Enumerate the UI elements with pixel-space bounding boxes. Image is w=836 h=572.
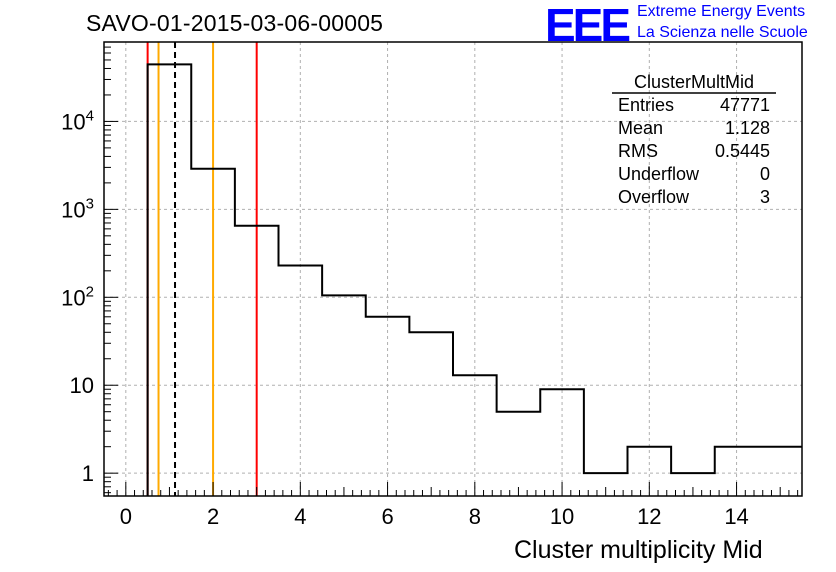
histogram-bin (366, 316, 410, 318)
y-tick-label: 10 (70, 373, 94, 398)
logo-subtitle-2: La Scienza nelle Scuole (637, 24, 808, 41)
histogram-bin (497, 411, 541, 413)
logo-subtitle-1: Extreme Energy Events (637, 3, 806, 20)
x-tick-label: 4 (294, 504, 306, 529)
stats-row-label: RMS (618, 141, 658, 161)
stats-row-label: Mean (618, 118, 663, 138)
y-tick-label: 103 (61, 195, 94, 222)
histogram-bin (628, 446, 672, 448)
histogram-bin (409, 331, 453, 333)
x-tick-label: 12 (637, 504, 661, 529)
x-tick-label: 2 (207, 504, 219, 529)
histogram-bin (148, 63, 192, 65)
stats-row-value: 3 (760, 187, 770, 207)
stats-row-value: 1.128 (725, 118, 770, 138)
x-tick-label: 6 (381, 504, 393, 529)
stats-row-label: Entries (618, 95, 674, 115)
x-tick-label: 8 (469, 504, 481, 529)
x-axis-label: Cluster multiplicity Mid (514, 536, 763, 564)
plot-frame (103, 41, 803, 497)
stats-row-value: 47771 (720, 95, 770, 115)
histogram-bin (584, 472, 628, 474)
histogram-bin (191, 168, 235, 170)
stats-row-value: 0.5445 (715, 141, 770, 161)
histogram-bin (453, 374, 497, 376)
x-tick-label: 14 (724, 504, 748, 529)
y-tick-label: 1 (82, 461, 94, 486)
histogram-bin (715, 446, 802, 448)
x-tick-label: 0 (120, 504, 132, 529)
y-tick-label: 104 (61, 107, 94, 134)
histogram-bin (671, 472, 715, 474)
y-tick-label: 102 (61, 283, 94, 310)
histogram-bin (279, 264, 323, 266)
histogram-bin (322, 294, 366, 296)
plot-area (104, 42, 802, 496)
stats-row-value: 0 (760, 164, 770, 184)
stats-box-title: ClusterMultMid (634, 72, 754, 92)
x-tick-label: 10 (550, 504, 574, 529)
run-title: SAVO-01-2015-03-06-00005 (86, 10, 384, 36)
histogram-outline (146, 63, 802, 496)
stats-row-label: Overflow (618, 187, 690, 207)
histogram-bin (235, 225, 279, 227)
stats-row-label: Underflow (618, 164, 700, 184)
histogram-bin (540, 388, 584, 390)
